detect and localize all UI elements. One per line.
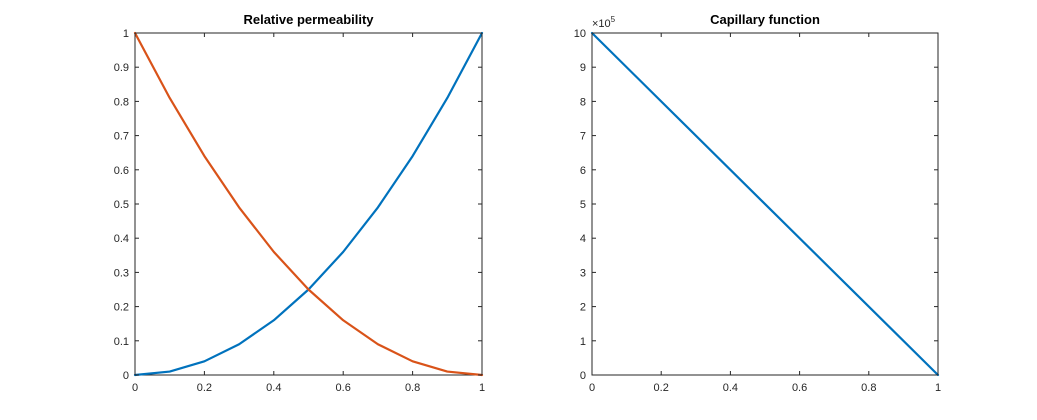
y-tick-label: 1 [580,336,586,348]
y-tick-label: 7 [580,131,586,143]
y-tick-label: 10 [574,28,586,40]
y-tick-label: 5 [580,199,586,211]
series-line-1 [590,31,940,377]
x-tick-label: 1 [479,382,485,394]
x-tick-label: 0.2 [654,382,669,394]
x-tick-label: 0.2 [197,382,212,394]
x-tick-label: 0.4 [723,382,738,394]
x-tick-label: 0.8 [861,382,876,394]
series-line-2 [133,31,484,377]
x-tick-label: 1 [935,382,941,394]
y-axis-multiplier-exponent: 5 [611,15,616,24]
series-layer [590,31,940,377]
chart-title: Relative permeability [243,12,374,27]
y-axis-multiplier: ×105 [592,15,616,30]
plot-area [134,32,483,376]
y-tick-label: 1 [123,28,129,40]
x-tick-label: 0.8 [405,382,420,394]
y-tick-label: 0.1 [114,336,129,348]
y-tick-label: 0.7 [114,131,129,143]
tick-layer: 0 0.2 0.4 0.6 0.8 1 0 0.1 0.2 0.3 0.4 0.5 0.6 0.7 0.8 0… [114,28,485,394]
chart-title: Capillary function [710,12,820,27]
y-tick-label: 3 [580,267,586,279]
y-tick-label: 0.3 [114,267,129,279]
y-tick-label: 2 [580,302,586,314]
x-tick-label: 0.4 [266,382,281,394]
series-layer [133,31,484,377]
y-axis-multiplier-base: ×10 [592,18,611,30]
y-tick-label: 6 [580,165,586,177]
y-tick-label: 0.8 [114,96,129,108]
y-tick-label: 8 [580,96,586,108]
y-tick-label: 9 [580,62,586,74]
y-tick-label: 0.2 [114,302,129,314]
y-tick-label: 0.5 [114,199,129,211]
y-tick-label: 0.6 [114,165,129,177]
chart-relative-permeability: Relative permeability 0 0.2 0.4 0.6 0.8 1 0 0.1… [114,12,485,394]
x-tick-label: 0 [589,382,595,394]
y-tick-label: 0.9 [114,62,129,74]
y-tick-label: 0 [123,370,129,382]
x-tick-label: 0 [132,382,138,394]
y-tick-label: 4 [580,233,586,245]
y-tick-label: 0.4 [114,233,129,245]
chart-capillary-function: Capillary function 0 0.2 0.4 0.6 0.8 10123456… [574,12,941,394]
x-tick-label: 0.6 [336,382,351,394]
x-tick-label: 0.6 [792,382,807,394]
y-tick-label: 0 [580,370,586,382]
